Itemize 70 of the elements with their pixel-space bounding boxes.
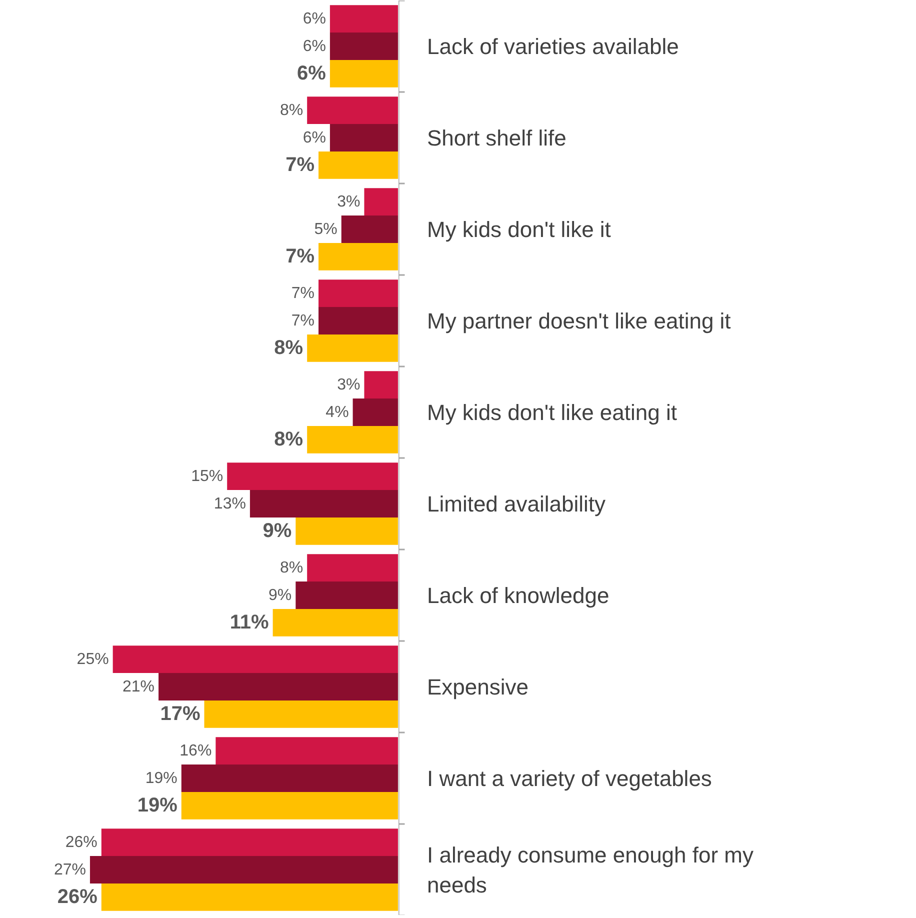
data-label: 6% (302, 38, 326, 55)
data-label: 9% (262, 520, 292, 542)
bar (364, 371, 398, 399)
data-label: 11% (230, 612, 270, 634)
data-label: 9% (268, 586, 292, 604)
bar (181, 764, 398, 792)
data-label: 17% (160, 703, 200, 726)
data-label: 7% (286, 154, 315, 176)
bar (181, 792, 398, 820)
data-label: 7% (291, 312, 315, 330)
bar (307, 554, 398, 582)
y-tick-label: My partner doesn't like eating it (426, 308, 731, 334)
bar (158, 673, 398, 700)
data-label: 7% (291, 284, 315, 302)
data-label: 8% (274, 428, 304, 451)
bar (204, 700, 398, 728)
data-label: 6% (297, 62, 326, 85)
data-label: 26% (65, 834, 98, 851)
data-label: 19% (137, 794, 178, 817)
y-tick-label: My kids don't like it (426, 216, 611, 242)
y-tick-label: Short shelf life (426, 125, 566, 150)
y-tick-label: I want a variety of vegetables (426, 766, 712, 791)
data-label: 27% (54, 861, 86, 878)
bar (307, 426, 398, 454)
bar (296, 582, 398, 609)
bar (227, 462, 398, 490)
data-label: 4% (326, 404, 349, 421)
y-tick-label: I already consume enough for my needs (426, 842, 754, 898)
bar (272, 608, 398, 636)
data-label: 21% (122, 678, 155, 696)
data-label: 25% (76, 650, 109, 668)
bar (318, 242, 398, 270)
data-label: 19% (145, 770, 178, 787)
bar (112, 646, 398, 674)
bar (364, 188, 398, 216)
data-label: 13% (214, 495, 246, 512)
bar (90, 856, 398, 884)
data-label: 7% (286, 246, 315, 268)
data-label: 8% (280, 102, 304, 119)
bar (330, 60, 398, 88)
bar (216, 737, 398, 765)
data-label: 15% (191, 468, 224, 485)
y-tick-label: Expensive (426, 674, 529, 700)
bar (318, 151, 398, 179)
data-label: 3% (337, 193, 360, 210)
bar (250, 490, 398, 518)
bar (296, 517, 398, 545)
bar (330, 124, 398, 152)
data-label: 6% (302, 10, 326, 28)
data-label: 3% (337, 376, 360, 394)
data-label: 26% (57, 886, 98, 908)
y-tick-label: My kids don't like eating it (426, 400, 677, 425)
data-label: 5% (314, 220, 338, 238)
data-label: 16% (180, 742, 212, 760)
y-tick-label: Limited availability (426, 491, 606, 516)
bar (318, 280, 398, 308)
bar (101, 828, 398, 856)
bar (330, 5, 398, 33)
bar (101, 883, 398, 911)
bar (307, 96, 398, 124)
data-label: 8% (280, 559, 304, 576)
data-label: 6% (302, 129, 326, 146)
y-tick-label: Lack of varieties available (426, 34, 679, 59)
y-tick-label: Lack of knowledge (426, 582, 610, 608)
bar (352, 398, 398, 426)
data-label: 8% (274, 337, 304, 360)
bar (318, 307, 398, 334)
bar (330, 32, 398, 60)
bar (307, 334, 398, 362)
bar (341, 216, 398, 243)
